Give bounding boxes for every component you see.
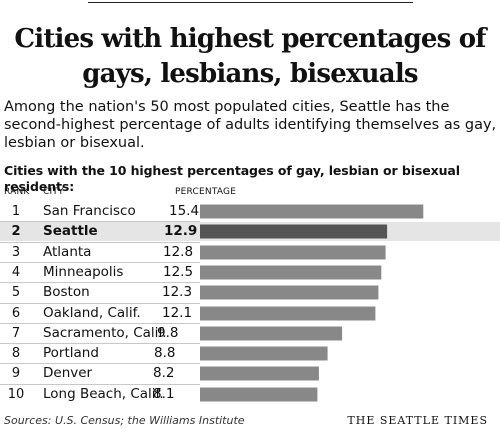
- bar: [200, 265, 382, 280]
- intro-text: Among the nation's 50 most populated cit…: [4, 99, 497, 151]
- row-divider: [0, 343, 200, 344]
- percentage-column-header: PERCENTAGE: [175, 187, 237, 197]
- value-label: 12.3: [162, 284, 193, 300]
- value-label: 12.5: [163, 264, 194, 280]
- bar: [200, 387, 318, 402]
- city-label: Portland: [43, 345, 99, 361]
- bar: [200, 224, 388, 239]
- rank-label: 5: [11, 285, 21, 300]
- chart-subhead: Cities with the 10 highest percentages o…: [4, 163, 460, 194]
- value-label: 12.1: [162, 305, 193, 321]
- rank-label: 9: [11, 366, 21, 381]
- top-rule: [88, 2, 413, 3]
- rank-label: 2: [11, 224, 21, 239]
- row-divider: [0, 384, 200, 385]
- city-label: Boston: [43, 284, 90, 300]
- rank-column-header: RANK: [4, 187, 30, 197]
- rank-label: 7: [11, 326, 21, 341]
- bar: [200, 285, 379, 300]
- table-row: 8 Portland 8.8: [0, 344, 500, 363]
- city-label: Minneapolis: [43, 264, 124, 280]
- bar: [200, 306, 376, 321]
- city-label: Denver: [43, 365, 93, 381]
- row-divider: [0, 282, 200, 283]
- city-label: San Francisco: [43, 203, 136, 219]
- table-row: 9 Denver 8.2: [0, 364, 500, 383]
- table-row: 10 Long Beach, Calif. 8.1: [0, 385, 500, 404]
- city-label: Sacramento, Calif.: [43, 325, 167, 341]
- table-row: 6 Oakland, Calif. 12.1: [0, 304, 500, 323]
- city-label: Atlanta: [43, 244, 92, 260]
- value-label: 8.8: [154, 345, 176, 361]
- title-line-2: gays, lesbians, bisexuals: [82, 59, 418, 89]
- value-label: 12.9: [164, 223, 198, 239]
- table-row: 5 Boston 12.3: [0, 283, 500, 302]
- row-divider: [0, 221, 200, 222]
- rank-label: 4: [11, 265, 21, 280]
- row-divider: [0, 363, 200, 364]
- bar: [200, 326, 343, 341]
- rank-label: 3: [11, 245, 21, 260]
- table-row: 1 San Francisco 15.4: [0, 202, 500, 221]
- source-note: Sources: U.S. Census; the Williams Insti…: [4, 414, 245, 427]
- credit-logo: THE SEATTLE TIMES: [347, 414, 488, 427]
- bar: [200, 245, 386, 260]
- city-label: Oakland, Calif.: [43, 305, 141, 321]
- row-divider: [0, 262, 200, 263]
- row-divider: [0, 303, 200, 304]
- value-label: 15.4: [169, 203, 200, 219]
- value-label: 12.8: [163, 244, 194, 260]
- bar: [200, 204, 424, 219]
- value-label: 8.1: [153, 386, 175, 402]
- bar: [200, 366, 319, 381]
- rank-label: 6: [11, 306, 21, 321]
- city-label: Long Beach, Calif.: [43, 386, 164, 402]
- value-label: 9.8: [157, 325, 179, 341]
- rank-label: 10: [7, 387, 25, 402]
- title-line-1: Cities with highest percentages of: [14, 24, 486, 54]
- rank-label: 1: [11, 204, 21, 219]
- value-label: 8.2: [153, 365, 175, 381]
- city-column-header: CITY: [43, 187, 64, 197]
- rank-label: 8: [11, 346, 21, 361]
- table-row: 4 Minneapolis 12.5: [0, 263, 500, 282]
- row-divider: [0, 323, 200, 324]
- row-divider: [0, 242, 200, 243]
- city-label: Seattle: [43, 223, 98, 239]
- table-row: 3 Atlanta 12.8: [0, 243, 500, 262]
- chart-title: Cities with highest percentages of gays,…: [0, 22, 500, 92]
- table-row: 7 Sacramento, Calif. 9.8: [0, 324, 500, 343]
- bar: [200, 346, 328, 361]
